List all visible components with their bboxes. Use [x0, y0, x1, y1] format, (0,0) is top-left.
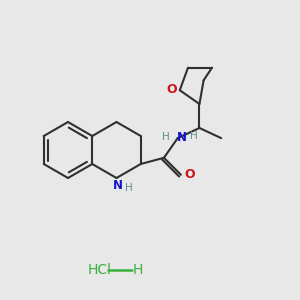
Text: N: N — [112, 179, 122, 192]
Text: O: O — [184, 168, 194, 181]
Text: H: H — [190, 131, 197, 141]
Text: H: H — [162, 132, 170, 142]
Text: HCl: HCl — [88, 263, 112, 277]
Text: H: H — [133, 263, 143, 277]
Text: N: N — [177, 130, 187, 144]
Text: H: H — [125, 183, 133, 193]
Text: O: O — [166, 83, 177, 96]
